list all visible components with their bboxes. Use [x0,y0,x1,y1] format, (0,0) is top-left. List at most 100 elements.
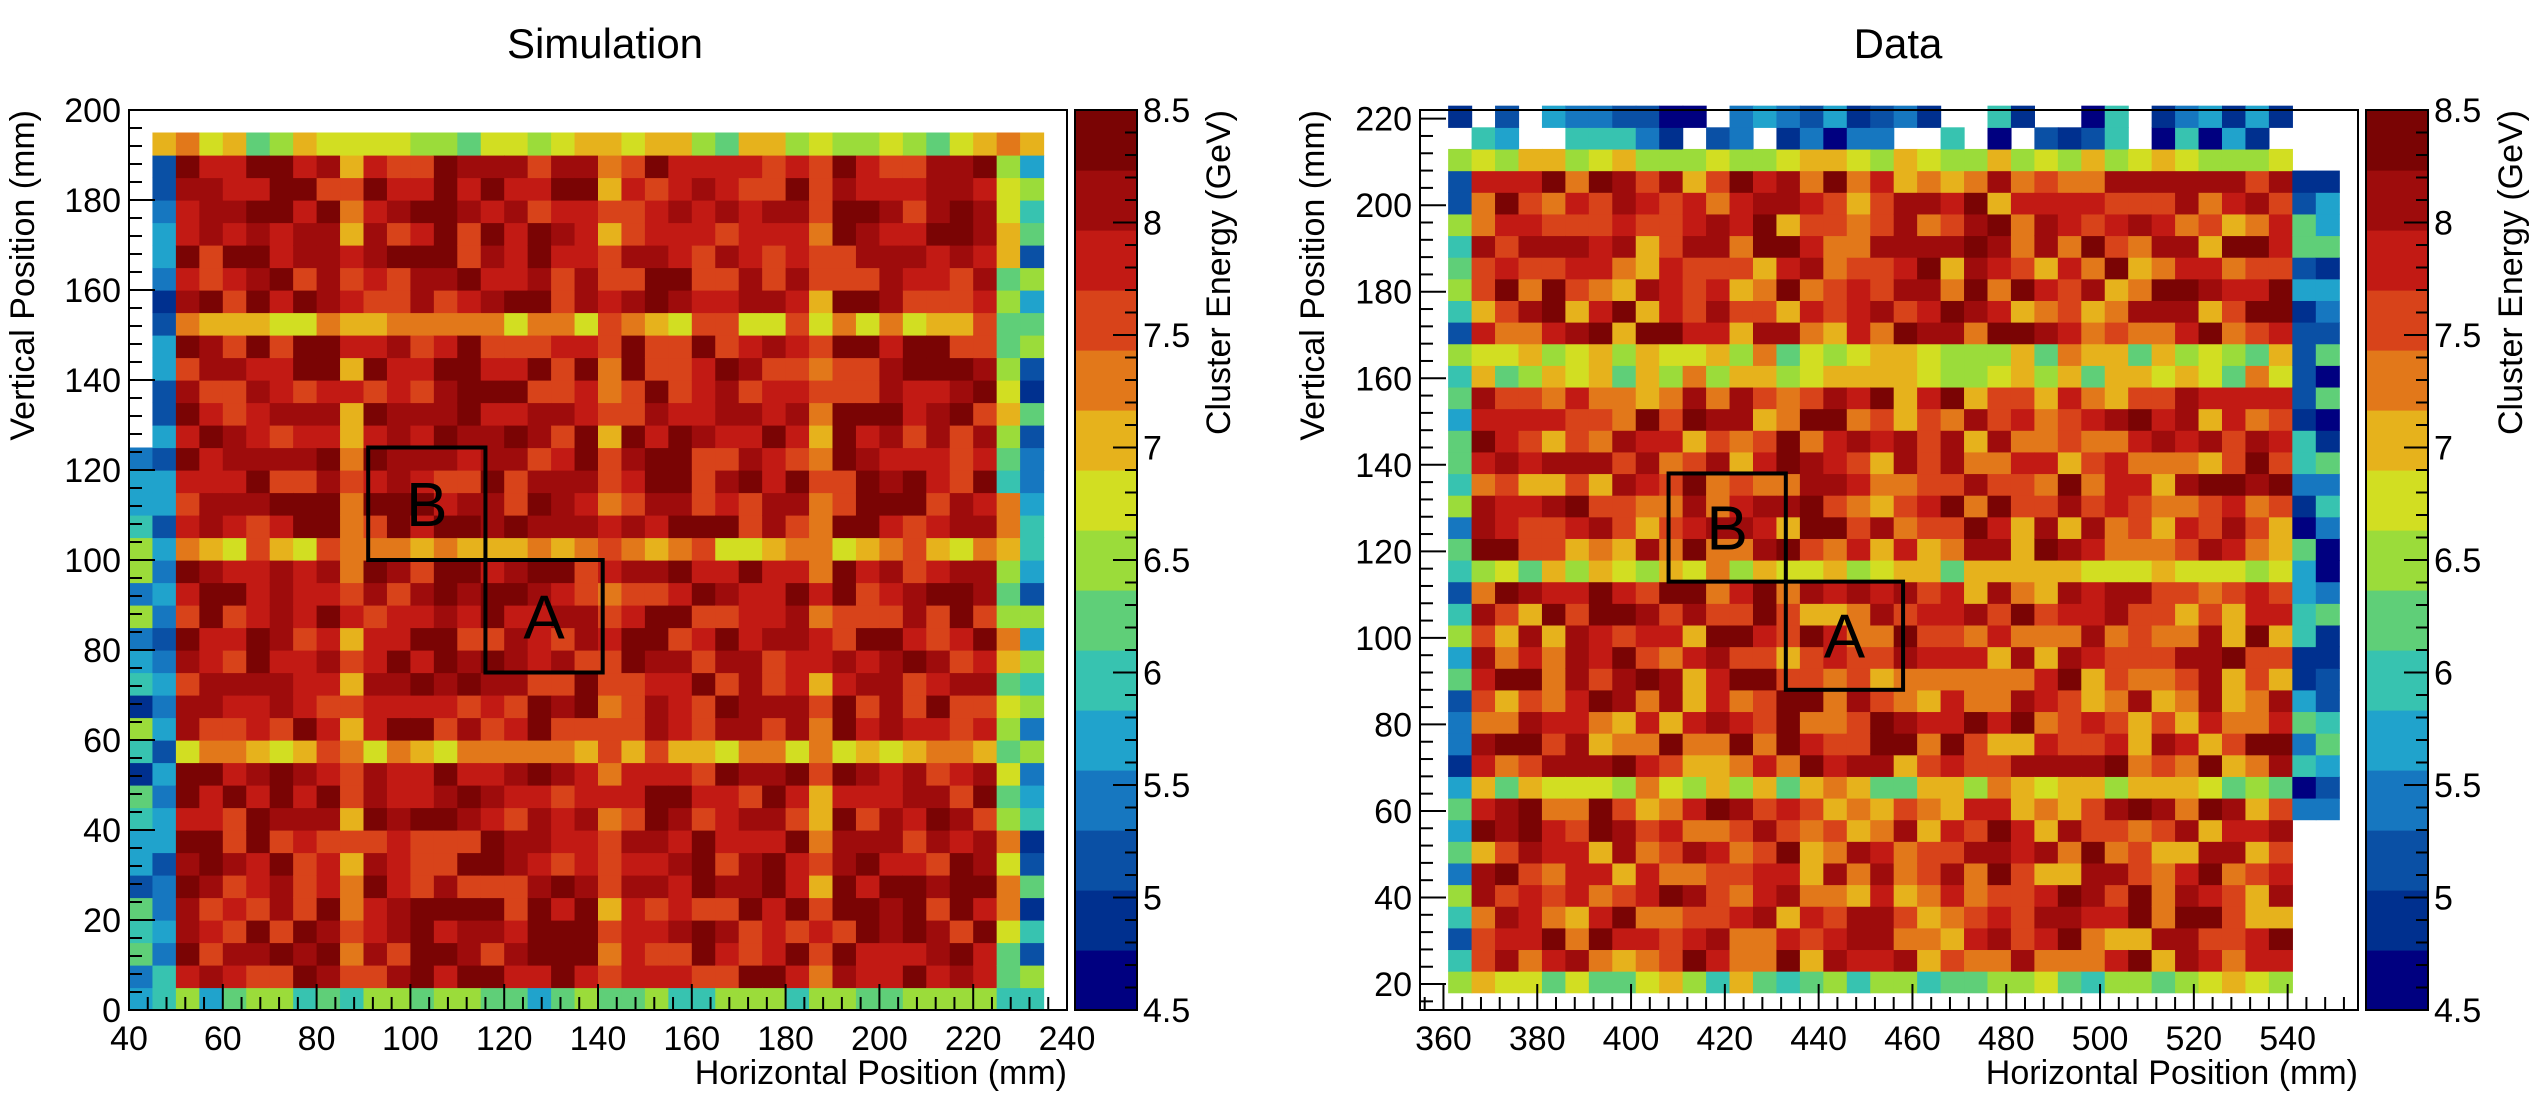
heatmap-cell [2128,560,2153,583]
heatmap-cell [762,515,787,539]
heatmap-cell [1448,603,1473,626]
heatmap-cell [1518,257,1543,280]
heatmap-cell [410,965,435,989]
heatmap-cell [1917,971,1942,994]
heatmap-cell [574,875,599,899]
heatmap-cell [246,402,271,426]
heatmap-cell [269,785,294,809]
heatmap-cell [2315,278,2340,301]
data-regions: BA [1666,471,1906,692]
heatmap-cell [2104,105,2129,128]
heatmap-cell [2175,797,2200,821]
heatmap-cell [879,605,904,629]
heatmap-cell [457,357,482,381]
heatmap-cell [2268,711,2293,734]
heatmap-cell [668,515,693,539]
heatmap-cell [1893,300,1918,323]
y-tick-label: 40 [83,812,121,850]
heatmap-cell [2198,971,2223,994]
heatmap-cell [1752,624,1778,648]
heatmap-cell [386,695,411,719]
heatmap-cell [433,672,458,696]
heatmap-cell [1635,560,1660,583]
heatmap-cell [1776,797,1801,821]
heatmap-cell [316,312,341,336]
heatmap-cell [668,425,693,449]
heatmap-cell [1729,603,1754,626]
heatmap-cell [2081,971,2106,994]
heatmap-cell [1752,408,1778,431]
heatmap-cell [996,740,1021,764]
heatmap-cell [1612,538,1637,561]
heatmap-cell [738,582,763,606]
heatmap-cell [2268,213,2293,237]
heatmap-cell [1823,300,1848,323]
heatmap-cell [2104,906,2129,929]
heatmap-cell [2315,646,2340,669]
heatmap-cell [1846,776,1871,799]
heatmap-cell [668,740,693,764]
heatmap-cell [175,267,200,291]
heatmap-cell [1752,473,1778,496]
heatmap-cell [1706,365,1731,388]
heatmap-cell [2245,603,2270,626]
heatmap-cell [1706,819,1731,842]
heatmap-cell [574,695,599,719]
heatmap-cell [199,627,224,651]
heatmap-cell [2268,971,2293,994]
heatmap-cell [269,290,294,314]
heatmap-cell [2010,495,2035,518]
heatmap-cell [973,627,998,651]
heatmap-cell [1917,516,1942,539]
heatmap-cell [1846,278,1871,301]
heatmap-cell [175,447,200,471]
heatmap-cell [2315,170,2340,193]
heatmap-cell [621,762,646,786]
heatmap-cell [480,965,505,989]
heatmap-cell [2245,581,2270,604]
heatmap-cell [621,582,646,606]
heatmap-cell [1588,430,1613,453]
heatmap-cell [199,560,224,584]
heatmap-cell [879,897,904,921]
y-tick-label: 20 [1374,966,1412,1004]
heatmap-cell [2198,581,2223,604]
heatmap-cell [1541,170,1566,193]
heatmap-cell [551,717,576,741]
heatmap-cell [691,785,716,809]
heatmap-cell [527,515,552,539]
heatmap-cell [1471,408,1496,431]
heatmap-cell [2034,386,2059,410]
heatmap-cell [1659,668,1684,691]
heatmap-cell [2034,365,2059,388]
heatmap-cell [1565,170,1590,193]
heatmap-cell [2221,343,2247,366]
colorbar-swatch [1075,770,1137,831]
heatmap-cell [1659,127,1684,150]
heatmap-cell [504,470,529,494]
heatmap-cell [855,492,880,516]
heatmap-cell [386,447,411,471]
heatmap-cell [1635,170,1660,193]
heatmap-cell [1987,386,2012,410]
heatmap-cell [175,312,200,336]
heatmap-cell [1588,386,1613,410]
heatmap-cell [1987,148,2012,172]
heatmap-cell [738,987,763,1011]
heatmap-cell [152,627,177,651]
heatmap-cell [809,312,834,336]
heatmap-cell [129,537,154,561]
heatmap-cell [433,785,458,809]
heatmap-cell [2151,711,2176,734]
heatmap-cell [152,537,177,561]
heatmap-cell [504,897,529,921]
heatmap-cell [293,537,318,561]
heatmap-cell [1612,624,1637,648]
colorbar-swatch [1075,410,1137,471]
heatmap-cell [527,155,552,179]
heatmap-cell [293,875,318,899]
heatmap-cell [2175,689,2200,713]
heatmap-cell [715,695,740,719]
heatmap-cell [1870,278,1895,301]
heatmap-cell [1612,668,1637,691]
